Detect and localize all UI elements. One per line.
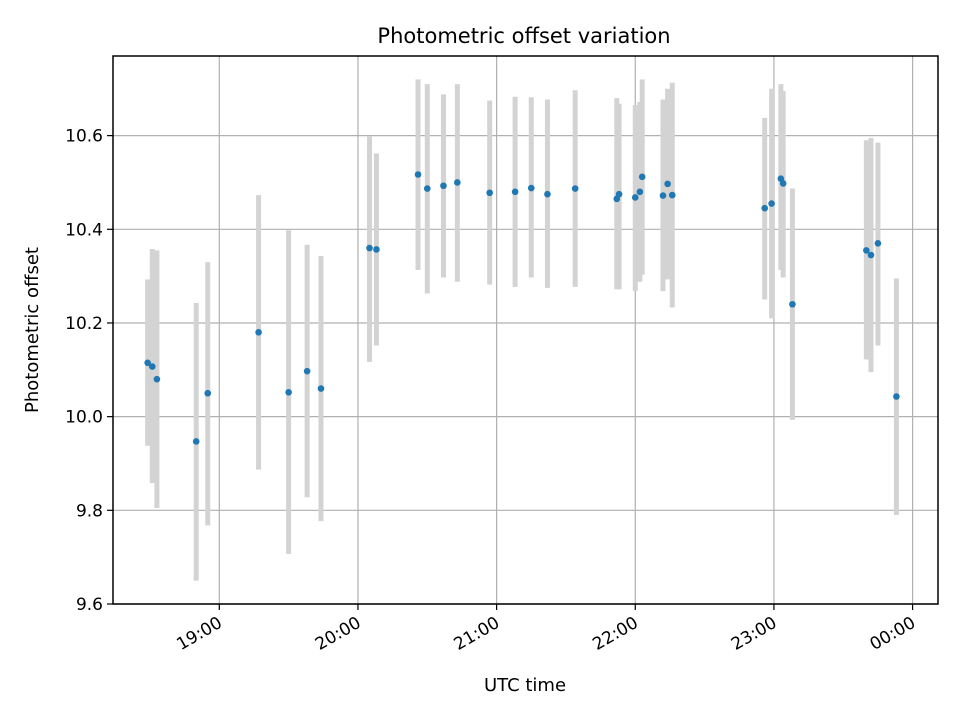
data-point [571,185,579,192]
data-point [204,389,212,397]
data-point [144,359,151,367]
x-axis-label: UTC time [484,675,566,696]
y-tick-label: 10.2 [65,314,103,334]
data-point [615,190,623,198]
data-point [544,190,551,198]
data-point [153,375,161,383]
data-point [779,180,787,187]
y-axis-label: Photometric offset [22,247,43,413]
y-tick-label: 9.6 [76,595,103,615]
data-point [423,185,431,192]
data-point [659,192,667,199]
chart-title: Photometric offset variation [377,24,670,48]
data-point [664,180,671,188]
data-point [373,246,380,253]
data-point [874,240,882,247]
data-point [148,363,156,370]
data-point [789,300,796,308]
plot-frame [112,55,939,605]
point-layer [144,171,900,445]
data-point [761,204,768,212]
data-point [636,188,644,196]
y-tick-label: 10.6 [65,127,103,147]
data-point [867,251,875,259]
data-point [631,194,639,201]
tick-layer: 19:00 20:00 21:00 22:00 23:00 00:009.69.810.0… [65,127,919,655]
data-point [440,182,447,190]
y-tick-label: 10.0 [65,408,103,428]
data-point [285,388,292,396]
data-point [366,244,373,252]
data-point [303,367,311,375]
data-point [511,188,519,196]
y-tick-label: 9.8 [76,501,103,521]
data-point [414,171,422,178]
data-point [638,173,646,181]
data-point [527,184,535,192]
data-point [317,385,325,392]
data-point [893,393,900,400]
data-point [192,438,200,445]
data-point [768,200,775,207]
data-point [863,247,870,254]
data-point [454,179,461,186]
y-tick-label: 10.4 [65,220,103,240]
data-point [255,329,262,336]
data-point [668,191,676,199]
data-point [486,189,493,197]
